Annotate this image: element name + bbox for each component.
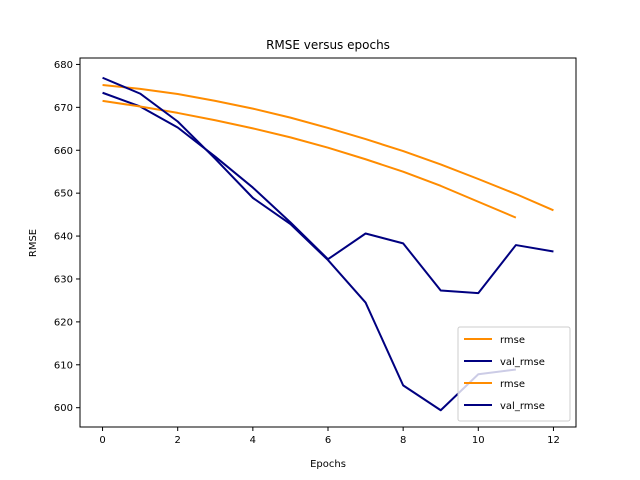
legend-label-rmse: rmse <box>500 379 525 390</box>
x-tick-label: 12 <box>547 435 560 446</box>
series-line-rmse-1 <box>102 84 554 212</box>
legend-label-val_rmse: val_rmse <box>500 401 545 412</box>
x-tick-label: 6 <box>325 435 331 446</box>
x-tick-label: 10 <box>472 435 485 446</box>
y-axis-ticks: 600 610 620 630 640 650 660 670 680 <box>54 60 80 414</box>
y-tick-label: 650 <box>54 189 73 200</box>
y-tick-label: 640 <box>54 232 73 243</box>
x-axis-label: Epochs <box>310 459 346 470</box>
legend-box <box>457 326 571 422</box>
y-tick-label: 630 <box>54 274 73 285</box>
y-tick-label: 660 <box>54 146 73 157</box>
x-tick-label: 8 <box>400 435 406 446</box>
y-tick-label: 680 <box>54 60 73 71</box>
y-tick-label: 670 <box>54 103 73 114</box>
y-tick-label: 620 <box>54 317 73 328</box>
chart-title: RMSE versus epochs <box>266 38 390 52</box>
series-line-val_rmse-4 <box>102 76 517 412</box>
x-axis-ticks: 0 2 4 6 8 10 12 <box>99 427 560 446</box>
x-tick-label: 4 <box>250 435 256 446</box>
y-tick-label: 610 <box>54 360 73 371</box>
y-axis-label: RMSE <box>28 229 39 257</box>
x-tick-label: 0 <box>99 435 105 446</box>
y-tick-label: 600 <box>54 403 73 414</box>
legend-label-val_rmse: val_rmse <box>500 357 545 368</box>
legend-label-rmse: rmse <box>500 335 525 346</box>
x-tick-label: 2 <box>175 435 181 446</box>
series-line-rmse-3 <box>102 99 517 219</box>
series-layer <box>102 76 554 412</box>
